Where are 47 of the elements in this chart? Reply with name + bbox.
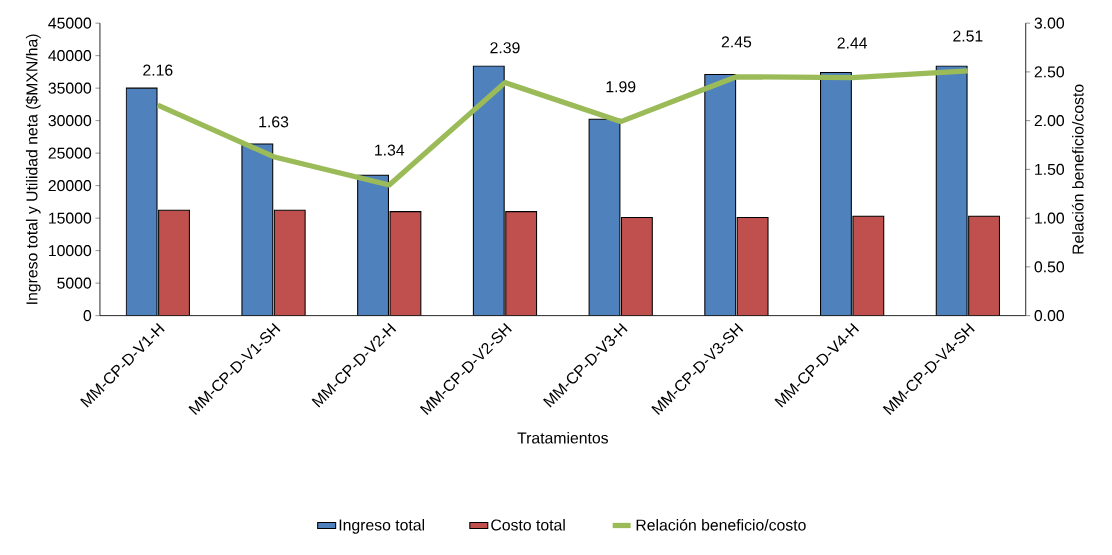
legend-label: Relación beneficio/costo	[636, 518, 806, 531]
legend-label: Ingreso total	[339, 518, 425, 534]
legend-label: Costo total	[491, 518, 565, 531]
y2-axis-title: Relación beneficio/costo	[1071, 84, 1084, 254]
y2-tick-label: 3.00	[1034, 17, 1065, 29]
data-label: 1.34	[375, 144, 405, 156]
y-tick-label: 0	[83, 309, 92, 321]
y2-tick-label: 0.50	[1034, 261, 1065, 273]
bar	[158, 210, 190, 316]
data-label: 2.44	[837, 37, 868, 49]
bar	[126, 87, 157, 316]
bar	[820, 72, 852, 316]
y2-tick-label: 0.00	[1034, 309, 1065, 321]
y2-tick-label: 2.00	[1034, 114, 1065, 126]
y2-tick-label: 1.00	[1035, 212, 1065, 224]
data-label: 2.16	[143, 64, 173, 76]
bar	[390, 211, 421, 316]
data-label: 1.63	[259, 116, 289, 128]
bar	[621, 217, 653, 316]
y-tick-label: 5000	[57, 277, 92, 289]
bar	[968, 215, 1000, 316]
bar	[852, 215, 884, 316]
bar	[589, 119, 620, 316]
x-axis-title: Tratamientos	[517, 431, 608, 444]
bar	[704, 74, 736, 316]
bar	[241, 143, 273, 316]
y-tick-label: 20000	[48, 179, 92, 191]
y-tick-label: 15000	[49, 212, 92, 224]
data-label: 2.51	[953, 30, 983, 42]
bar	[737, 217, 769, 316]
y2-tick-label: 1.50	[1035, 163, 1065, 175]
bar	[505, 211, 537, 316]
data-label: 1.99	[606, 80, 636, 93]
y-axis-title: Ingreso total y Utilidad neta ($MXN/ha)	[25, 34, 41, 304]
y2-tick-label: 2.50	[1034, 66, 1065, 78]
y-tick-label: 30000	[48, 114, 92, 126]
y-tick-label: 35000	[48, 82, 92, 94]
y-tick-label: 40000	[48, 49, 92, 61]
bar	[274, 210, 306, 316]
data-label: 2.39	[490, 41, 520, 54]
bar	[473, 65, 505, 316]
y-tick-label: 10000	[49, 244, 92, 256]
y-tick-label: 25000	[48, 147, 92, 159]
bar	[935, 65, 968, 316]
bar	[357, 175, 389, 316]
y-tick-label: 45000	[48, 17, 92, 29]
data-label: 2.45	[721, 36, 752, 48]
